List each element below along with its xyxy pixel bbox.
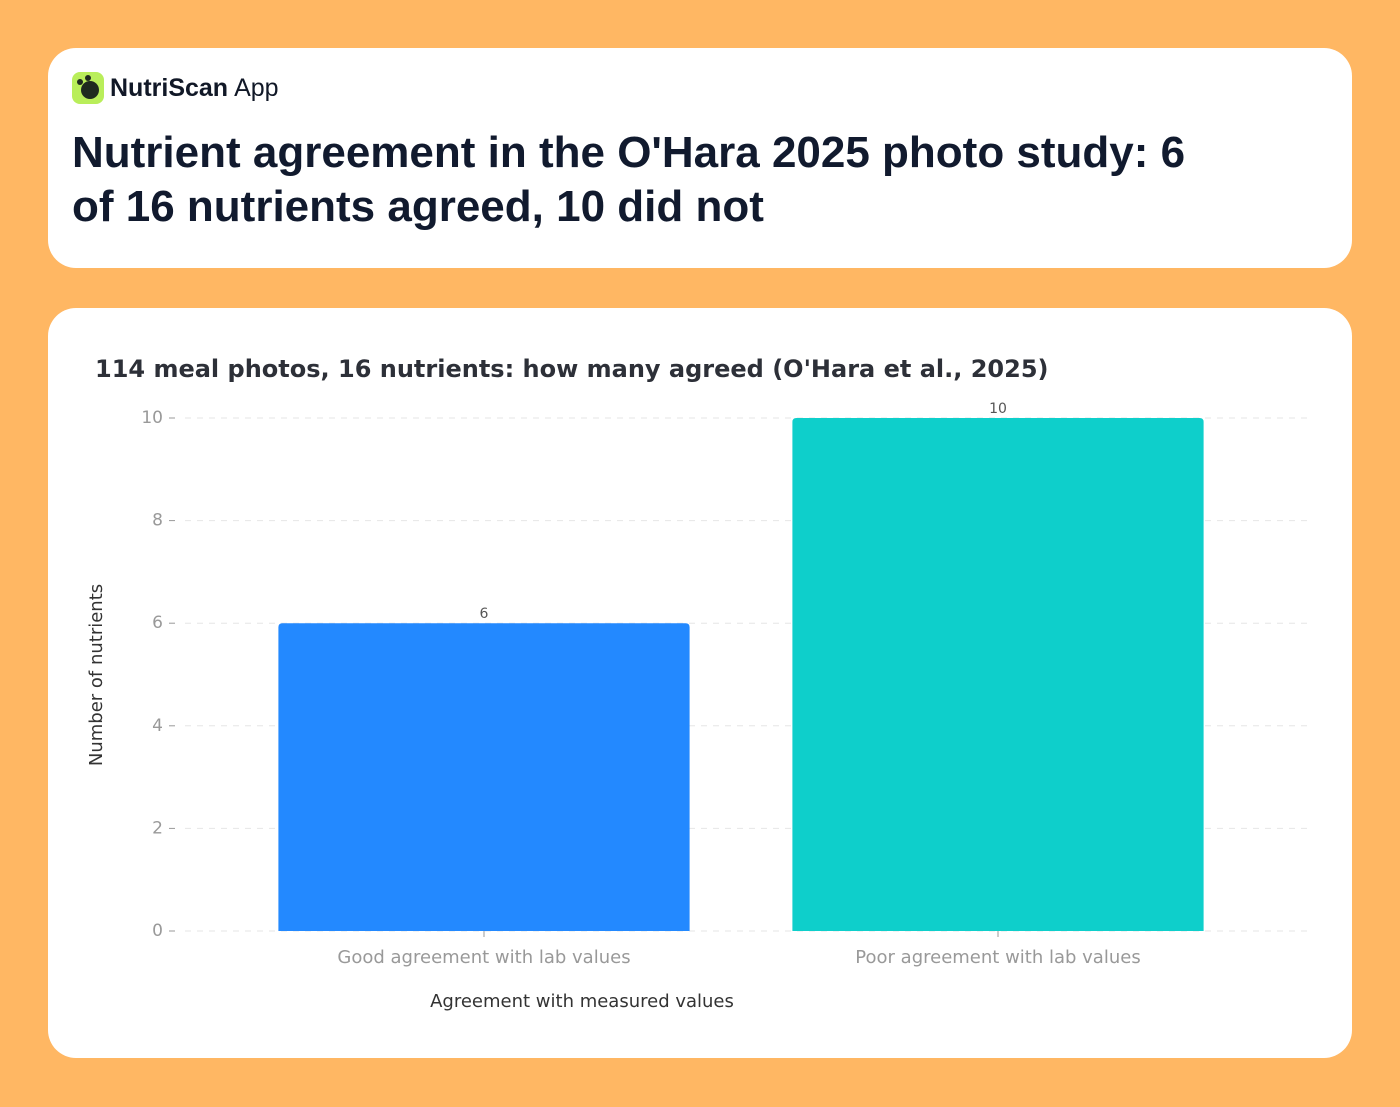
- logo: [72, 72, 104, 104]
- y-tick-label: 2: [152, 818, 163, 838]
- y-tick-label: 8: [152, 511, 163, 531]
- y-axis-label: Number of nutrients: [86, 584, 107, 766]
- brand-suffix: App: [234, 73, 279, 102]
- x-tick-label: Poor agreement with lab values: [855, 947, 1140, 968]
- header-card: NutriScan App Nutrient agreement in the O…: [48, 48, 1352, 268]
- y-tick-label: 6: [152, 613, 163, 633]
- page-title: Nutrient agreement in the O'Hara 2025 ph…: [72, 128, 1186, 231]
- y-tick-label: 0: [152, 921, 163, 941]
- value-label: 6: [480, 606, 489, 622]
- brand: NutriScan App: [72, 72, 279, 104]
- x-tick-label: Good agreement with lab values: [337, 947, 630, 968]
- chart-title: 114 meal photos, 16 nutrients: how many …: [95, 355, 1048, 383]
- y-tick-label: 4: [152, 716, 163, 736]
- chart-card: 114 meal photos, 16 nutrients: how many …: [48, 308, 1352, 1058]
- brand-name: NutriScan: [110, 73, 229, 102]
- chart: 114 meal photos, 16 nutrients: how many …: [86, 355, 1308, 1012]
- x-axis-label: Agreement with measured values: [430, 991, 734, 1012]
- y-tick-label: 10: [141, 408, 163, 428]
- bar: [278, 623, 690, 931]
- value-label: 10: [989, 401, 1007, 417]
- bar: [792, 418, 1204, 931]
